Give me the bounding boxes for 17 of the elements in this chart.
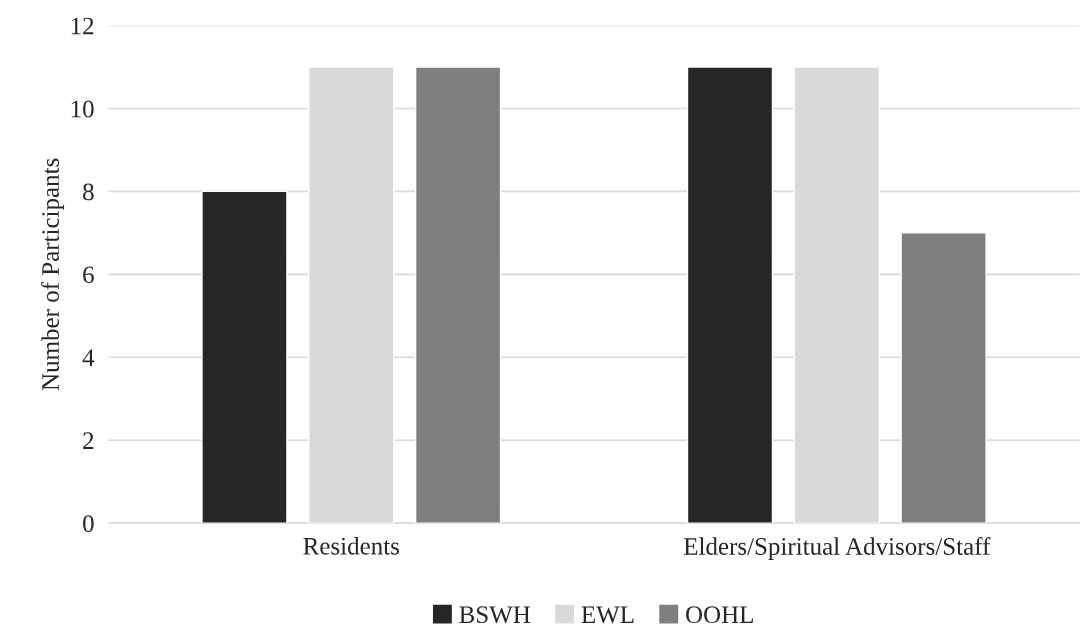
x-tick-label: Elders/Spiritual Advisors/Staff (683, 537, 991, 560)
bar (686, 66, 774, 524)
y-tick-label: 6 (83, 266, 94, 284)
y-tick-label: 8 (83, 183, 94, 201)
bar (201, 190, 288, 524)
y-tick-label: 12 (71, 17, 94, 35)
y-tick-label: 2 (83, 432, 94, 449)
bar (900, 232, 987, 524)
y-axis-title: Number of Participants (41, 158, 65, 391)
y-tick-label: 4 (82, 349, 95, 366)
y-tick-label: 0 (83, 515, 94, 533)
x-tick-label: Residents (303, 537, 399, 555)
legend-label: EWL (581, 606, 634, 624)
bar (414, 66, 502, 524)
legend-label: OOHL (686, 606, 753, 624)
legend-label: BSWH (459, 606, 531, 624)
y-tick-label: 10 (71, 100, 94, 118)
